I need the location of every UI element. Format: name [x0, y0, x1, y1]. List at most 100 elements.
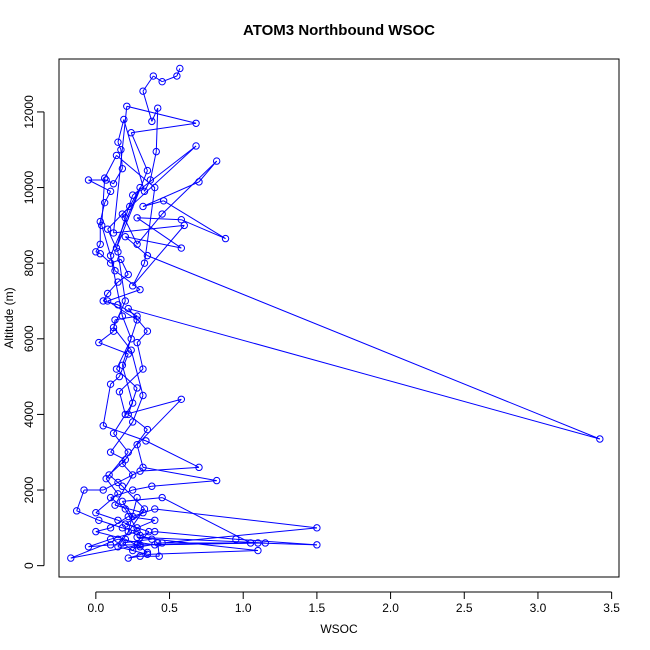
- data-point: [261, 539, 270, 547]
- data-point: [118, 312, 127, 320]
- series-segment: [114, 474, 134, 506]
- series-segment: [145, 440, 200, 468]
- data-point: [114, 535, 122, 543]
- data-point: [118, 482, 127, 490]
- data-point: [133, 524, 141, 532]
- series-segment: [142, 181, 200, 207]
- data-point: [128, 191, 137, 199]
- data-point: [106, 380, 115, 388]
- y-tick-label: 2000: [22, 476, 36, 503]
- data-point: [92, 509, 100, 517]
- data-point: [106, 493, 115, 502]
- series-segment: [102, 384, 112, 426]
- data-point: [95, 338, 103, 347]
- data-point: [112, 151, 121, 160]
- data-point: [133, 312, 141, 320]
- series-segment: [124, 194, 134, 218]
- data-point: [118, 164, 127, 173]
- series-segment: [128, 516, 155, 521]
- series-segment: [117, 251, 126, 302]
- data-point: [67, 554, 75, 562]
- series-segment: [102, 482, 119, 491]
- y-tick-label: 4000: [22, 401, 36, 428]
- data-point: [96, 250, 104, 258]
- series-segment: [149, 151, 157, 181]
- x-tick-label: 1.0: [235, 601, 252, 615]
- series-segment: [107, 228, 119, 253]
- series-segment: [155, 108, 159, 152]
- data-point: [124, 512, 132, 521]
- data-point: [158, 77, 166, 86]
- x-tick-label: 0.0: [87, 601, 104, 615]
- data-point: [254, 546, 262, 555]
- data-point: [195, 178, 203, 186]
- series-segment: [126, 105, 197, 124]
- series-segment: [125, 398, 182, 415]
- data-point: [128, 282, 137, 290]
- series-segment: [132, 508, 155, 517]
- data-point: [149, 72, 158, 80]
- data-point: [120, 115, 128, 124]
- data-point: [128, 418, 137, 426]
- data-point: [114, 543, 122, 551]
- data-point: [133, 316, 141, 324]
- data-point: [112, 244, 121, 252]
- plot-area: [58, 58, 620, 578]
- data-point: [106, 251, 115, 260]
- x-tick-label: 3.5: [603, 601, 620, 615]
- data-point: [158, 539, 166, 547]
- series-segment: [113, 106, 128, 233]
- data-point: [127, 335, 135, 343]
- series-segment: [114, 315, 138, 321]
- series-segment: [143, 187, 156, 264]
- series-segment: [95, 493, 119, 514]
- data-point: [155, 552, 163, 560]
- data-point: [114, 278, 122, 286]
- series-segment: [161, 75, 178, 83]
- series-segment: [130, 132, 148, 171]
- series-segment: [113, 433, 129, 453]
- data-point: [136, 541, 144, 549]
- data-point: [124, 410, 132, 419]
- data-point: [143, 425, 152, 434]
- data-point: [109, 327, 118, 335]
- data-point: [139, 391, 147, 400]
- data-point: [118, 459, 127, 468]
- series-segment: [137, 217, 182, 221]
- data-point: [596, 435, 604, 443]
- series-group: [67, 64, 604, 562]
- series-segment: [101, 225, 116, 271]
- data-point: [121, 410, 130, 419]
- data-point: [123, 102, 131, 110]
- data-point: [96, 240, 104, 248]
- series-segment: [154, 508, 317, 529]
- data-point: [143, 251, 152, 260]
- series-lines: [70, 68, 601, 559]
- series-segment: [136, 330, 148, 343]
- x-tick-label: 2.0: [382, 601, 399, 615]
- series-segment: [132, 262, 145, 287]
- data-point: [112, 365, 121, 373]
- data-point: [105, 471, 113, 479]
- series-segment: [117, 304, 138, 317]
- y-tick-label: 12000: [22, 95, 36, 129]
- data-point: [140, 187, 149, 196]
- data-point: [100, 174, 109, 182]
- x-axis: 0.0 0.5 1.0 1.5 2.0 2.5 3.0 3.5: [87, 591, 620, 615]
- series-segment: [121, 365, 134, 404]
- series-segment: [110, 421, 134, 453]
- data-point: [151, 505, 159, 513]
- series-segment: [132, 395, 144, 423]
- series-segment: [127, 414, 148, 430]
- series-segment: [127, 497, 138, 532]
- series-segment: [101, 178, 106, 226]
- data-point: [221, 234, 230, 243]
- data-point: [92, 527, 100, 536]
- data-point: [254, 539, 262, 547]
- series-segment: [147, 255, 601, 440]
- y-axis-label: Altitude (m): [2, 287, 16, 348]
- data-point: [127, 346, 135, 354]
- series-segment: [76, 510, 99, 521]
- data-point: [176, 64, 184, 73]
- series-segment: [162, 527, 317, 544]
